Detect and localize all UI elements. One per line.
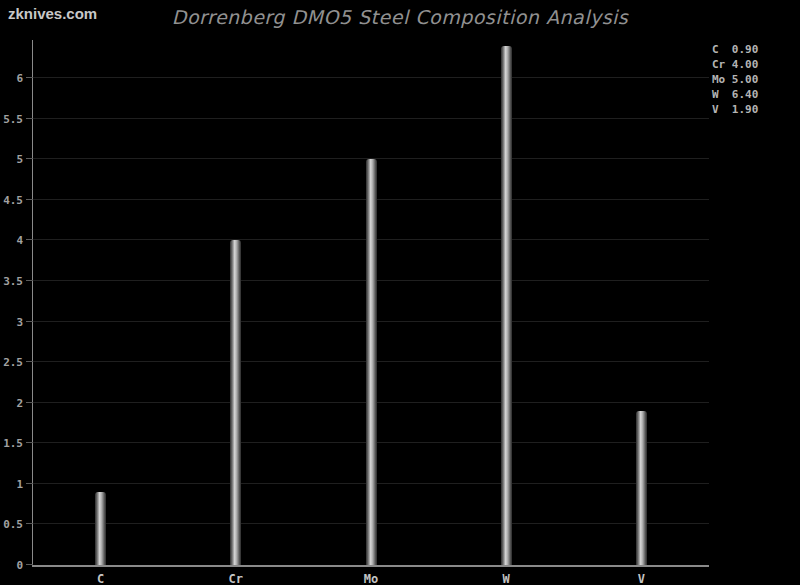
bar-v xyxy=(636,411,647,565)
legend-value: 1.90 xyxy=(732,103,759,116)
y-tick-label: 2 xyxy=(16,397,23,408)
bar-mo xyxy=(366,159,377,565)
legend-row-c: C 0.90 xyxy=(712,42,758,57)
y-tick-label: 4.5 xyxy=(3,194,23,205)
y-tick-label: 4 xyxy=(16,235,23,246)
legend-row-v: V 1.90 xyxy=(712,102,758,117)
y-axis-tick xyxy=(26,523,33,524)
legend-row-cr: Cr 4.00 xyxy=(712,57,758,72)
y-tick-label: 0 xyxy=(16,560,23,571)
y-tick-label: 2.5 xyxy=(3,357,23,368)
y-axis-tick xyxy=(26,564,33,565)
legend-element: V xyxy=(712,102,725,117)
x-tick-label-v: V xyxy=(638,573,645,585)
y-tick-label: 5 xyxy=(16,154,23,165)
x-tick-label-cr: Cr xyxy=(229,573,243,585)
y-axis-tick xyxy=(26,118,33,119)
y-tick-label: 1.5 xyxy=(3,438,23,449)
y-axis-tick xyxy=(26,280,33,281)
y-tick-label: 6 xyxy=(16,73,23,84)
gridline xyxy=(33,77,709,78)
x-tick-label-c: C xyxy=(97,573,104,585)
y-axis-tick xyxy=(26,321,33,322)
legend-row-w: W 6.40 xyxy=(712,87,758,102)
y-axis-tick xyxy=(26,158,33,159)
bar-cr xyxy=(230,240,241,565)
bar-c xyxy=(95,492,106,565)
y-axis-tick xyxy=(26,199,33,200)
y-tick-label: 3.5 xyxy=(3,276,23,287)
y-axis-tick xyxy=(26,483,33,484)
legend: C 0.90 Cr 4.00 Mo 5.00 W 6.40 V 1.90 xyxy=(712,42,758,117)
y-axis-tick xyxy=(26,442,33,443)
x-tick-label-mo: Mo xyxy=(364,573,378,585)
page-title: Dorrenberg DMO5 Steel Composition Analys… xyxy=(0,6,800,28)
legend-row-mo: Mo 5.00 xyxy=(712,72,758,87)
y-tick-label: 5.5 xyxy=(3,113,23,124)
chart-screen: zknives.com Dorrenberg DMO5 Steel Compos… xyxy=(0,0,800,585)
y-tick-label: 0.5 xyxy=(3,519,23,530)
y-axis-tick xyxy=(26,361,33,362)
y-tick-label: 1 xyxy=(16,478,23,489)
legend-element: Cr xyxy=(712,57,725,72)
y-axis-tick xyxy=(26,239,33,240)
legend-element: C xyxy=(712,42,725,57)
legend-value: 4.00 xyxy=(732,58,759,71)
legend-element: W xyxy=(712,87,725,102)
legend-value: 6.40 xyxy=(732,88,759,101)
y-axis-tick xyxy=(26,77,33,78)
legend-element: Mo xyxy=(712,72,725,87)
gridline xyxy=(33,118,709,119)
bar-w xyxy=(501,46,512,565)
x-tick-label-w: W xyxy=(503,573,510,585)
y-axis-tick xyxy=(26,402,33,403)
plot-area: 00.511.522.533.544.555.56CCrMoWV xyxy=(32,40,709,567)
legend-value: 0.90 xyxy=(732,43,759,56)
legend-value: 5.00 xyxy=(732,73,759,86)
y-tick-label: 3 xyxy=(16,316,23,327)
